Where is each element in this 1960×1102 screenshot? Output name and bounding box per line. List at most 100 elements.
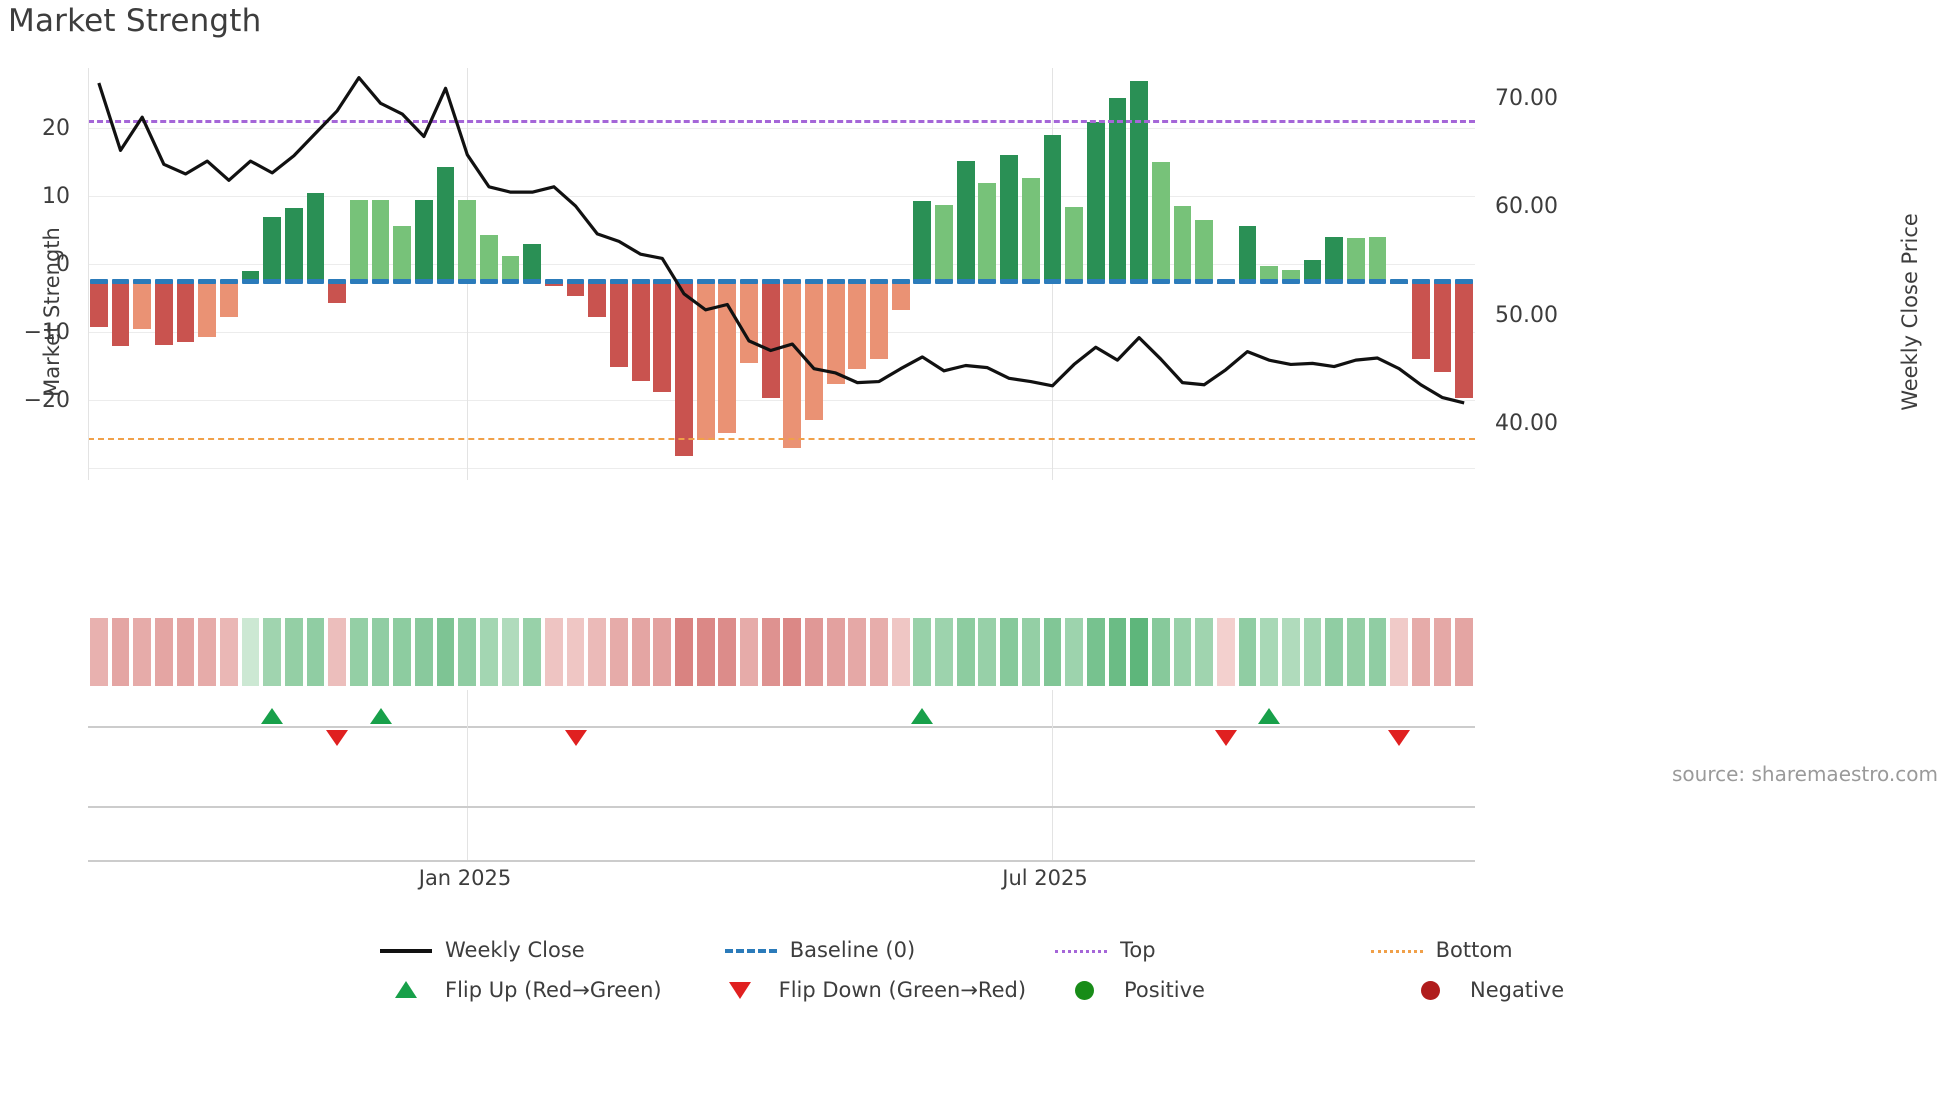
strength-bar[interactable] [176,281,195,342]
heat-cell[interactable] [631,618,650,686]
strength-bar[interactable] [588,281,607,318]
strength-bar[interactable] [1086,122,1105,282]
heat-cell[interactable] [1411,618,1430,686]
heat-cell[interactable] [848,618,867,686]
strength-bar[interactable] [761,281,780,399]
heat-cell[interactable] [978,618,997,686]
heat-cell[interactable] [154,618,173,686]
strength-bar[interactable] [415,200,433,282]
heat-cell[interactable] [718,618,737,686]
strength-bar[interactable] [1325,237,1343,282]
heat-cell[interactable] [263,618,282,686]
strength-bar[interactable] [111,281,130,347]
strength-bar[interactable] [1021,177,1040,282]
strength-bar[interactable] [219,281,238,317]
strength-bar[interactable] [891,281,910,311]
heat-cell[interactable] [284,618,303,686]
strength-bar[interactable] [350,200,368,282]
heat-cell[interactable] [1108,618,1127,686]
heat-cell[interactable] [1433,618,1452,686]
heat-cell[interactable] [1043,618,1062,686]
strength-bar[interactable] [480,235,498,282]
heat-cell[interactable] [458,618,477,686]
strength-bar[interactable] [306,193,325,282]
strength-bar[interactable] [913,201,932,282]
heat-cell[interactable] [1325,618,1343,686]
strength-bar[interactable] [458,200,477,282]
strength-bar[interactable] [154,281,173,345]
strength-bar[interactable] [783,281,802,448]
legend-item-flip-down[interactable]: Flip Down (Green→Red) [714,978,1026,1002]
heat-cell[interactable] [1130,618,1148,686]
strength-bar[interactable] [1195,220,1213,282]
heat-cell[interactable] [783,618,802,686]
heat-cell[interactable] [480,618,498,686]
strength-bar[interactable] [436,166,455,282]
strength-bar[interactable] [1173,206,1192,282]
strength-bar[interactable] [1260,265,1278,282]
flip-down-marker[interactable] [1388,730,1411,746]
strength-bar[interactable] [870,281,888,360]
heat-cell[interactable] [870,618,888,686]
heat-cell[interactable] [111,618,130,686]
strength-bar[interactable] [241,271,260,282]
flip-down-marker[interactable] [564,730,587,746]
flip-up-marker[interactable] [261,708,284,724]
heat-cell[interactable] [610,618,628,686]
heat-cell[interactable] [1195,618,1213,686]
heat-cell[interactable] [1260,618,1278,686]
heat-cell[interactable] [1238,618,1257,686]
strength-bar[interactable] [284,207,303,282]
strength-bar[interactable] [1433,281,1452,372]
strength-bar[interactable] [198,281,217,338]
strength-bar[interactable] [848,281,867,369]
heat-cell[interactable] [1173,618,1192,686]
heat-cell[interactable] [566,618,585,686]
strength-bar[interactable] [1130,81,1148,282]
heat-cell[interactable] [1346,618,1365,686]
heat-cell[interactable] [393,618,412,686]
strength-bar[interactable] [1346,237,1365,282]
flip-up-marker[interactable] [369,708,392,724]
heat-cell[interactable] [1086,618,1105,686]
heat-cell[interactable] [523,618,542,686]
heat-cell[interactable] [826,618,845,686]
heat-cell[interactable] [415,618,433,686]
strength-bar[interactable] [675,281,693,457]
strength-bar[interactable] [328,281,347,304]
strength-bar[interactable] [1455,281,1474,399]
heat-cell[interactable] [1303,618,1322,686]
strength-bar[interactable] [1238,226,1257,282]
heat-cell[interactable] [1455,618,1474,686]
heat-cell[interactable] [1065,618,1083,686]
strength-bar[interactable] [610,281,628,367]
strength-bar[interactable] [956,160,975,282]
heat-cell[interactable] [328,618,347,686]
legend-item-baseline[interactable]: Baseline (0) [724,938,915,962]
flip-up-marker[interactable] [911,708,934,724]
heat-cell[interactable] [1368,618,1387,686]
legend-item-flip-up[interactable]: Flip Up (Red→Green) [380,978,662,1002]
strength-bar[interactable] [935,204,953,282]
heat-cell[interactable] [956,618,975,686]
heat-cell[interactable] [653,618,672,686]
heat-cell[interactable] [545,618,563,686]
flip-up-marker[interactable] [1258,708,1281,724]
strength-bar[interactable] [718,281,737,433]
heat-cell[interactable] [696,618,715,686]
strength-bar[interactable] [501,255,520,282]
strength-bar[interactable] [1043,134,1062,282]
strength-bar[interactable] [133,281,152,330]
strength-bar[interactable] [263,217,282,282]
heat-cell[interactable] [761,618,780,686]
heat-cell[interactable] [1151,618,1170,686]
strength-bar[interactable] [566,281,585,297]
heat-cell[interactable] [371,618,390,686]
strength-bar[interactable] [631,281,650,382]
heat-cell[interactable] [1216,618,1235,686]
heat-cell[interactable] [588,618,607,686]
heat-cell[interactable] [133,618,152,686]
heat-cell[interactable] [913,618,932,686]
heat-cell[interactable] [350,618,368,686]
strength-bar[interactable] [805,281,823,421]
